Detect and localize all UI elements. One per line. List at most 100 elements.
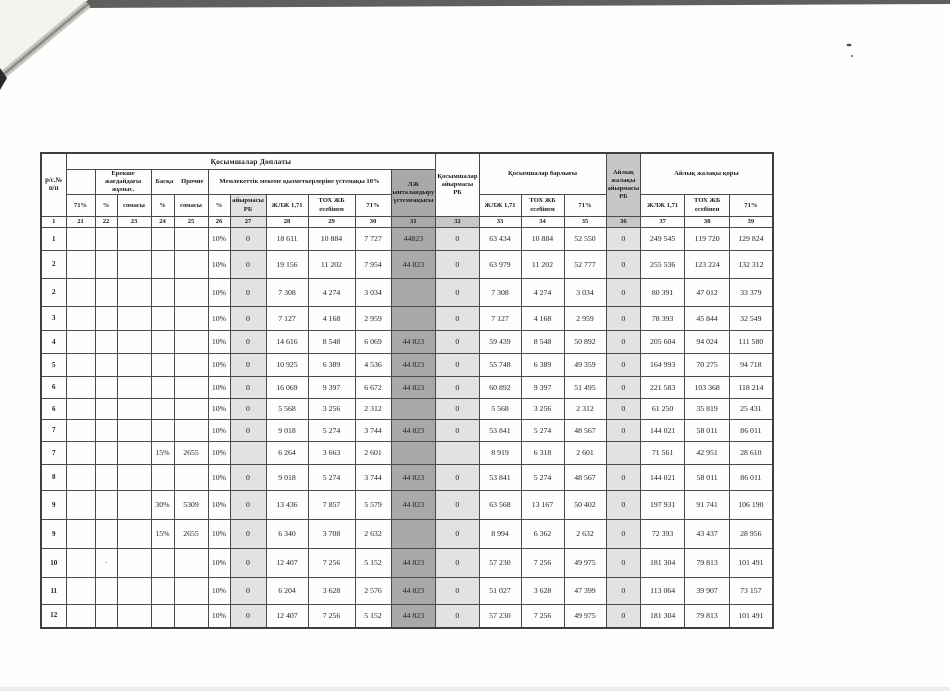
- cell: 9 018: [265, 464, 309, 492]
- cell: [150, 577, 175, 606]
- subheader-amount: сомасы: [116, 194, 152, 218]
- cell: [150, 548, 175, 579]
- cell: 9 018: [265, 419, 309, 443]
- cell: [94, 376, 118, 400]
- cell: [390, 306, 437, 332]
- cell: 2 312: [563, 398, 607, 421]
- cell: [94, 419, 118, 443]
- header-other-kk: Басқа: [155, 177, 174, 185]
- cell: [150, 604, 175, 629]
- cell: 32 549: [729, 306, 774, 332]
- cell: [65, 519, 96, 550]
- header-extras-total: Қосымшалар барлығы: [478, 152, 607, 196]
- cell: [94, 519, 118, 550]
- cell: 5 274: [520, 419, 565, 443]
- cell: 7 256: [307, 604, 356, 629]
- cell: 94 718: [729, 353, 774, 378]
- cell: 86 011: [729, 419, 774, 443]
- ink-speck: [851, 55, 853, 57]
- cell: 10%: [207, 490, 231, 521]
- cell: 10 884: [520, 227, 565, 252]
- cell: 0: [605, 604, 642, 629]
- cell: 49 359: [563, 353, 607, 378]
- subheader-pct: %: [150, 194, 175, 218]
- cell: 10%: [207, 376, 231, 400]
- cell: 144 021: [640, 419, 686, 443]
- cell: 18 611: [265, 227, 309, 252]
- cell: 10%: [207, 577, 231, 606]
- col-number: 22: [94, 216, 118, 229]
- cell: 221 583: [640, 376, 686, 400]
- cell: 58 011: [684, 464, 731, 492]
- cell: 35 819: [684, 398, 731, 421]
- table-row: 7 10% 0 9 018 5 274 3 744 44 823 0 53 841 5 274 48…: [40, 419, 774, 443]
- col-number: 21: [65, 216, 96, 229]
- cell: [116, 519, 152, 550]
- cell: 3 256: [307, 398, 356, 421]
- cell: 10%: [207, 604, 231, 629]
- column-number-row: 1 21 22 23 24 25 26 27 28 29 30 31 32 33 34 35 36 37 38 39: [40, 216, 774, 229]
- cell: 6 204: [265, 577, 309, 606]
- cell: 7 308: [265, 278, 309, 308]
- cell: 10%: [207, 353, 231, 378]
- cell: 249 545: [640, 227, 686, 252]
- cell: 0: [435, 227, 480, 252]
- cell: [65, 441, 96, 466]
- cell: 60 892: [478, 376, 522, 400]
- table-row: 8 10% 0 9 018 5 274 3 744 44 823 0 53 841 5 274 48…: [40, 464, 774, 492]
- cell: 5 152: [354, 548, 392, 579]
- cell: [94, 353, 118, 378]
- subheader-tox: ТОХ ЖБ есебінен: [520, 194, 565, 218]
- cell: 7 256: [520, 548, 565, 579]
- cell: 0: [229, 604, 267, 629]
- cell: 7 127: [265, 306, 309, 332]
- cell: 10%: [207, 306, 231, 332]
- cell: 2 601: [563, 441, 607, 466]
- cell: 0: [229, 330, 267, 355]
- cell: 0: [229, 490, 267, 521]
- cell: [390, 519, 437, 550]
- subheader-amount: сомасы: [173, 194, 209, 218]
- cell: [65, 604, 96, 629]
- cell: 3 744: [354, 464, 392, 492]
- cell: 44 823: [390, 490, 437, 521]
- header-allowances-title: Қосымшалар Доплаты: [65, 152, 437, 170]
- cell: 47 399: [563, 577, 607, 606]
- cell: 10%: [207, 398, 231, 421]
- cell: 144 021: [640, 464, 686, 492]
- cell: 49 975: [563, 548, 607, 579]
- cell: [94, 227, 118, 252]
- cell: 111 580: [729, 330, 774, 355]
- table-row: 11 10% 0 6 204 3 628 2 576 44 823 0 51 027 3 628 4…: [40, 577, 774, 606]
- cell: 52 777: [563, 250, 607, 280]
- cell: [150, 376, 175, 400]
- fold-edge: [3, 3, 89, 75]
- cell: 11: [40, 577, 67, 606]
- cell: 78 393: [640, 306, 686, 332]
- cell: 80 391: [640, 278, 686, 308]
- col-number: 39: [729, 216, 774, 229]
- cell: [150, 419, 175, 443]
- cell: [116, 490, 152, 521]
- cell: 9 397: [520, 376, 565, 400]
- scan-bottom-edge: [0, 687, 950, 691]
- col-number: 27: [229, 216, 267, 229]
- cell: 0: [229, 548, 267, 579]
- payroll-allowances-table: р/с.№ п/п Қосымшалар Доплаты Қосымшалар …: [40, 152, 774, 629]
- cell: 11 202: [307, 250, 356, 280]
- cell: [65, 353, 96, 378]
- cell: 3 034: [563, 278, 607, 308]
- cell: 10%: [207, 464, 231, 492]
- cell: 6 264: [265, 441, 309, 466]
- cell: [229, 441, 267, 466]
- cell: 0: [605, 250, 642, 280]
- cell: 0: [605, 353, 642, 378]
- cell: 12 407: [265, 604, 309, 629]
- scan-top-edge: [86, 0, 950, 8]
- cell: [65, 398, 96, 421]
- cell: 101 491: [729, 548, 774, 579]
- cell: 197 931: [640, 490, 686, 521]
- table-row: 3 10% 0 7 127 4 168 2 959 0 7 127 4 168 2 959 0 78 …: [40, 306, 774, 332]
- cell: 11 202: [520, 250, 565, 280]
- cell: 0: [605, 376, 642, 400]
